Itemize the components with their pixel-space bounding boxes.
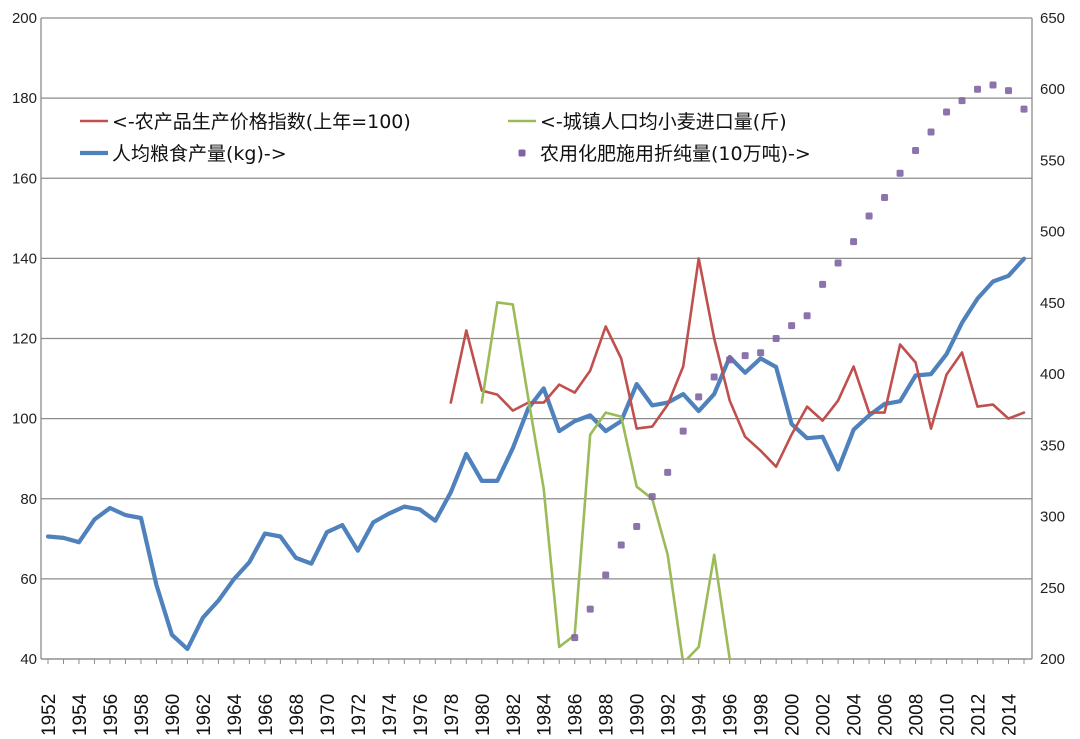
x-tick-label: 1992 [659, 694, 680, 736]
x-tick-label: 1980 [473, 694, 494, 736]
series-4-marker [803, 312, 811, 320]
x-tick-label: 1962 [194, 694, 215, 736]
series-4-marker [927, 128, 935, 136]
series-4-marker [695, 393, 703, 401]
series-4-marker [974, 85, 982, 93]
legend-item-4-swatch [518, 149, 526, 157]
left-tick-label: 140 [12, 250, 37, 267]
x-tick-label: 1968 [287, 694, 308, 736]
series-4-marker [989, 81, 997, 89]
series-4-marker [881, 193, 889, 201]
series-4-marker [943, 108, 951, 116]
legend-item-1-label: <-农产品生产价格指数(上年=100) [112, 111, 411, 133]
x-tick-label: 2012 [969, 694, 990, 736]
right-tick-label: 300 [1040, 509, 1065, 526]
x-tick-label: 2014 [1000, 693, 1021, 736]
series-4-marker [741, 352, 749, 360]
left-tick-label: 100 [12, 411, 37, 428]
x-tick-label: 1986 [566, 694, 587, 736]
x-tick-label: 1998 [752, 694, 773, 736]
series-layer [45, 81, 1028, 659]
series-3-line [45, 256, 1027, 652]
x-tick-label: 1978 [442, 694, 463, 736]
series-4-marker [726, 356, 734, 364]
right-axis-ticks: 200 250 300 350 400 450 500 550 600 650 [1040, 10, 1065, 668]
series-4-marker [958, 97, 966, 105]
x-tick-label: 1984 [535, 693, 556, 736]
x-tick-label: 2008 [907, 694, 928, 736]
series-4-marker [865, 212, 873, 220]
x-tick-label: 1952 [39, 694, 60, 736]
x-tick-label: 2006 [876, 694, 897, 736]
x-tick-label: 1956 [101, 694, 122, 736]
x-tick-label: 1966 [256, 694, 277, 736]
series-4-marker [896, 169, 904, 177]
right-tick-label: 450 [1040, 295, 1065, 312]
x-tick-label: 2004 [845, 693, 866, 736]
series-4-marker [1020, 105, 1028, 113]
left-tick-label: 40 [20, 651, 37, 668]
right-tick-label: 200 [1040, 651, 1065, 668]
x-tick-label: 1972 [349, 694, 370, 736]
left-tick-label: 160 [12, 170, 37, 187]
series-4-marker [679, 427, 687, 435]
series-4-marker [571, 634, 579, 642]
x-tick-label: 1990 [628, 694, 649, 736]
left-tick-label: 60 [20, 571, 37, 588]
x-tick-label: 1996 [721, 694, 742, 736]
series-4-marker [772, 335, 780, 342]
legend: <-农产品生产价格指数(上年=100) <-城镇人口均小麦进口量(斤) 人均粮食产量… [80, 111, 811, 165]
x-tick-label: 2000 [783, 694, 804, 736]
x-tick-label: 1954 [70, 693, 91, 736]
x-axis-ticks: 1952 1954 1956 1958 1960 1962 1964 1966 1968 1970… [39, 659, 1025, 736]
right-tick-label: 400 [1040, 366, 1065, 383]
series-4-marker [788, 322, 796, 330]
axes [40, 18, 1033, 660]
right-tick-label: 350 [1040, 437, 1065, 454]
x-tick-label: 1974 [380, 693, 401, 736]
series-4-marker [633, 523, 641, 531]
series-4-marker [912, 146, 920, 154]
x-tick-label: 1964 [225, 693, 246, 736]
x-tick-label: 1970 [318, 694, 339, 736]
series-4-marker [648, 493, 656, 501]
series-2-line [480, 301, 731, 659]
right-tick-label: 550 [1040, 152, 1065, 169]
legend-item-2-label: <-城镇人口均小麦进口量(斤) [540, 111, 787, 133]
series-4-marker [710, 373, 718, 381]
left-tick-label: 80 [20, 491, 37, 508]
right-tick-label: 650 [1040, 10, 1065, 27]
x-tick-label: 2010 [938, 694, 959, 736]
x-tick-label: 1976 [411, 694, 432, 736]
x-tick-label: 1982 [504, 694, 525, 736]
series-1-line [449, 257, 1026, 468]
series-4-marker [602, 571, 610, 579]
series-4-marker [834, 259, 842, 267]
series-4-marker [586, 605, 594, 613]
right-tick-label: 500 [1040, 224, 1065, 241]
x-tick-label: 1958 [132, 694, 153, 736]
x-tick-label: 1960 [163, 694, 184, 736]
series-4-marker [819, 280, 827, 288]
left-tick-label: 180 [12, 90, 37, 107]
series-4-marker [617, 541, 625, 549]
right-tick-label: 600 [1040, 81, 1065, 98]
legend-item-3-label: 人均粮食产量(kg)-> [112, 143, 287, 165]
x-tick-label: 2002 [814, 694, 835, 736]
series-4-marker [757, 349, 765, 357]
legend-item-4-label: 农用化肥施用折纯量(10万吨)-> [540, 143, 811, 165]
right-tick-label: 250 [1040, 580, 1065, 597]
x-tick-label: 1988 [597, 694, 618, 736]
series-4-marker [664, 468, 672, 476]
series-4-marker [850, 238, 858, 246]
series-4-marker [1005, 87, 1013, 95]
x-tick-label: 1994 [690, 693, 711, 736]
left-tick-label: 120 [12, 331, 37, 348]
left-tick-label: 200 [12, 10, 37, 27]
left-axis-ticks: 40 60 80 100 120 140 160 180 200 [12, 10, 37, 668]
